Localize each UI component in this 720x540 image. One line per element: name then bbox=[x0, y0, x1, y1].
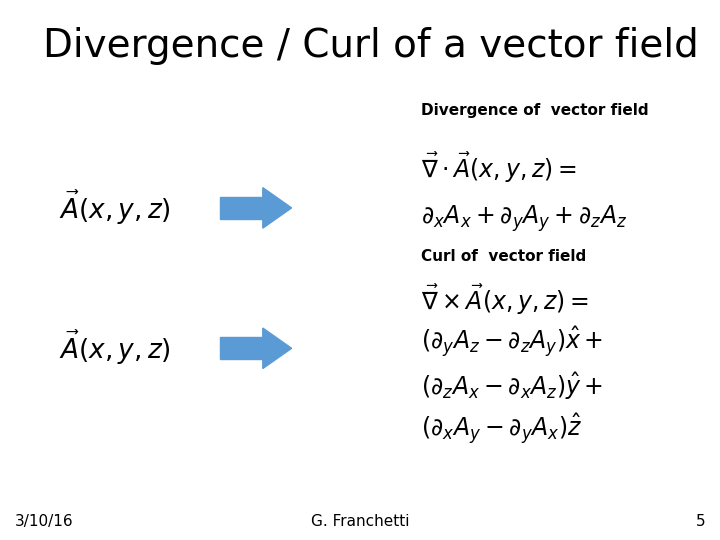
Text: Curl of  vector field: Curl of vector field bbox=[421, 249, 587, 264]
Text: $\vec{A}(x, y, z)$: $\vec{A}(x, y, z)$ bbox=[59, 329, 171, 368]
Text: $\vec{A}(x, y, z)$: $\vec{A}(x, y, z)$ bbox=[59, 188, 171, 227]
Text: $\vec{\nabla} \cdot \vec{A}(x, y, z) =$: $\vec{\nabla} \cdot \vec{A}(x, y, z) =$ bbox=[421, 150, 577, 185]
Text: $(\partial_y A_z - \partial_z A_y)\hat{x}+$: $(\partial_y A_z - \partial_z A_y)\hat{x… bbox=[421, 325, 603, 361]
Text: $\vec{\nabla} \times \vec{A}(x, y, z) =$: $\vec{\nabla} \times \vec{A}(x, y, z) =$ bbox=[421, 282, 589, 317]
Text: Divergence / Curl of a vector field: Divergence / Curl of a vector field bbox=[43, 27, 699, 65]
Text: $(\partial_x A_y - \partial_y A_x)\hat{z}$: $(\partial_x A_y - \partial_y A_x)\hat{z… bbox=[421, 411, 582, 447]
Text: 5: 5 bbox=[696, 514, 706, 529]
Text: $\partial_x A_x + \partial_y A_y + \partial_z A_z$: $\partial_x A_x + \partial_y A_y + \part… bbox=[421, 204, 627, 234]
Text: $(\partial_z A_x - \partial_x A_z)\hat{y}+$: $(\partial_z A_x - \partial_x A_z)\hat{y… bbox=[421, 370, 603, 402]
Polygon shape bbox=[263, 328, 292, 368]
FancyBboxPatch shape bbox=[220, 197, 263, 219]
Text: 3/10/16: 3/10/16 bbox=[14, 514, 73, 529]
Polygon shape bbox=[263, 188, 292, 228]
Text: G. Franchetti: G. Franchetti bbox=[311, 514, 409, 529]
Text: Divergence of  vector field: Divergence of vector field bbox=[421, 103, 649, 118]
FancyBboxPatch shape bbox=[220, 337, 263, 360]
